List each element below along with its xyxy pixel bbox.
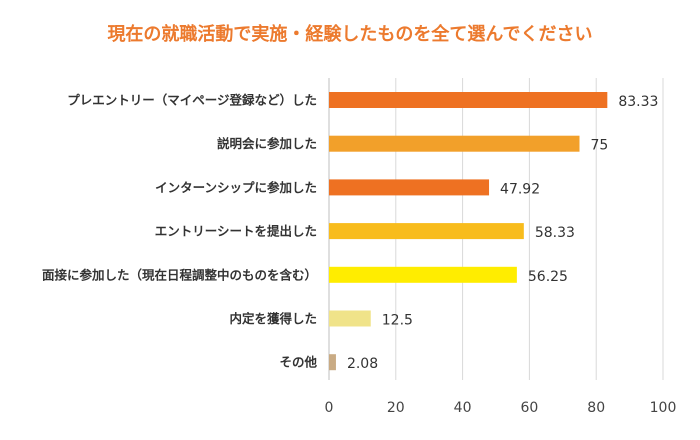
bar [329, 266, 517, 283]
value-label: 47.92 [500, 181, 540, 197]
category-label: 面接に参加した（現在日程調整中のものを含む） [42, 267, 317, 282]
category-label: エントリーシートを提出した [155, 224, 317, 239]
value-label: 75 [591, 138, 609, 154]
x-tick-label: 0 [325, 400, 334, 416]
x-tick-label: 40 [454, 400, 472, 416]
x-tick-label: 60 [520, 400, 538, 416]
category-label: その他 [279, 355, 317, 370]
category-label: 説明会に参加した [217, 136, 317, 151]
bar [329, 223, 524, 240]
category-label: 内定を獲得した [229, 311, 317, 326]
value-label: 12.5 [382, 313, 413, 329]
labels: 0 20 40 60 80 100 プレエントリー（マイページ登録など）した 83.33 説明会… [42, 93, 676, 417]
x-tick-label: 100 [650, 400, 677, 416]
value-label: 58.33 [535, 225, 575, 241]
bar [329, 354, 336, 371]
x-tick-label: 80 [587, 400, 605, 416]
bar [329, 179, 490, 196]
category-label: プレエントリー（マイページ登録など）した [67, 93, 317, 108]
x-tick-label: 20 [387, 400, 405, 416]
chart-title: 現在の就職活動で実施・経験したものを全て選んでください [107, 23, 592, 45]
bar [329, 310, 371, 327]
bar [329, 135, 580, 152]
bars [329, 92, 608, 371]
bar [329, 92, 608, 108]
value-label: 83.33 [618, 94, 658, 110]
category-label: インターンシップに参加した [155, 180, 317, 195]
value-label: 2.08 [347, 356, 378, 372]
value-label: 56.25 [528, 269, 568, 285]
